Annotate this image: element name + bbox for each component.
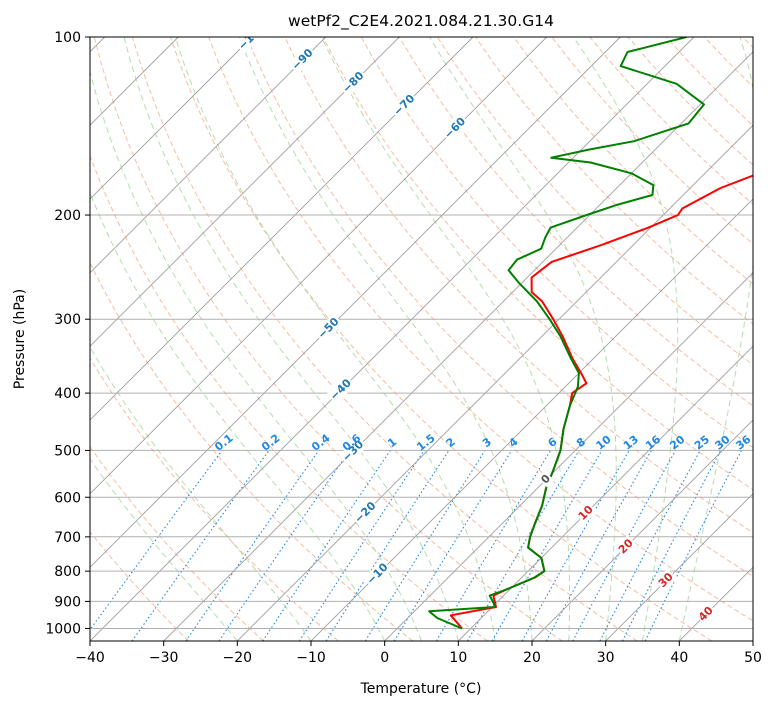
y-axis-label: Pressure (hPa) <box>12 289 28 389</box>
x-axis-ticks: −40 −30 −20 −10 0 10 20 30 40 50 <box>75 641 762 666</box>
isotherm-label-bg <box>654 568 678 592</box>
dry-adiabat <box>246 37 753 577</box>
mixing-ratio-line <box>521 450 630 641</box>
isotherm-line <box>163 51 753 641</box>
mixing-ratio-line <box>545 450 652 641</box>
isotherm-label-bg <box>537 470 555 488</box>
x-tick-label: 40 <box>670 650 688 666</box>
moist-adiabat <box>429 37 617 641</box>
isotherm-label-bg <box>338 67 368 97</box>
moist-adiabat <box>90 458 238 641</box>
mixing-ratio-line <box>621 450 722 641</box>
isotherm-line <box>384 272 753 641</box>
y-axis-ticks: 100 200 300 400 500 600 700 800 900 1000 <box>45 30 90 637</box>
isotherm-line <box>605 493 753 641</box>
isotherm-label-bg <box>326 375 356 405</box>
x-tick-label: 10 <box>449 650 467 666</box>
isotherm-line <box>90 37 400 347</box>
chart-title: wetPf2_C2E4.2021.084.21.30.G14 <box>288 12 554 31</box>
isotherm-label-bg <box>314 313 344 343</box>
isotherm-label-bg <box>389 90 419 120</box>
dry-adiabat <box>131 37 638 641</box>
y-tick-label: 400 <box>54 386 81 402</box>
mixing-ratio-line <box>262 450 391 641</box>
x-axis-label: Temperature (°C) <box>360 681 482 697</box>
x-tick-label: 50 <box>744 650 762 666</box>
x-tick-label: 0 <box>380 650 389 666</box>
dry-adiabat <box>436 37 753 366</box>
isotherm-label-bg <box>440 113 470 143</box>
x-tick-label: −30 <box>149 650 179 666</box>
x-tick-label: −10 <box>296 650 326 666</box>
y-tick-label: 1000 <box>45 621 81 637</box>
dry-adiabat <box>360 37 753 449</box>
moist-adiabat <box>174 37 496 641</box>
y-tick-label: 600 <box>54 490 81 506</box>
isotherm-line <box>90 37 695 641</box>
isotherm-label-bg <box>234 37 269 54</box>
mixing-ratio-line <box>572 450 676 641</box>
y-tick-label: 700 <box>54 530 81 546</box>
isotherm-line <box>90 37 253 200</box>
isotherms <box>90 37 753 641</box>
y-tick-label: 300 <box>54 312 81 328</box>
mixing-ratio-line <box>298 450 425 641</box>
isotherm-line <box>310 198 753 641</box>
dry-adiabat <box>90 154 488 641</box>
moist-adiabats <box>90 37 753 641</box>
dry-adiabat <box>90 530 190 641</box>
dry-adiabat <box>90 357 339 641</box>
dry-adiabat <box>284 37 753 534</box>
dewpoint-profile <box>428 37 705 630</box>
isotherm-line <box>531 419 753 641</box>
moist-adiabat <box>573 37 679 641</box>
y-tick-label: 100 <box>54 30 81 46</box>
profile-series <box>428 37 753 630</box>
isotherm-line <box>90 37 474 421</box>
moist-adiabat <box>90 191 386 641</box>
isotherm-line <box>90 37 621 568</box>
y-tick-label: 800 <box>54 564 81 580</box>
mixing-ratio-line <box>90 450 223 631</box>
isotherm-line <box>457 345 753 641</box>
plot-area: −100−90−80−70−60−50−40−30−20−10010203040… <box>90 37 753 641</box>
mixing-ratio-line <box>185 450 320 641</box>
isotherm-label-bg <box>288 44 318 74</box>
x-tick-label: 30 <box>597 650 615 666</box>
y-tick-label: 900 <box>54 594 81 610</box>
moist-adiabat <box>238 37 533 641</box>
isobars <box>90 37 753 629</box>
dry-adiabat <box>322 37 753 491</box>
isotherm-line <box>90 37 327 274</box>
x-tick-label: −20 <box>223 650 253 666</box>
dry-adiabat <box>90 445 264 641</box>
moist-adiabat <box>90 69 422 641</box>
dry-adiabat <box>208 37 753 622</box>
moist-adiabat <box>321 37 571 641</box>
isotherm-label-bg <box>363 559 393 589</box>
dry-adiabat <box>513 37 753 285</box>
dry-adiabat <box>93 37 563 641</box>
isotherm-label-bg <box>574 501 598 524</box>
mixing-ratio-line <box>325 450 450 641</box>
mixing-ratio-line <box>644 450 742 641</box>
y-tick-label: 200 <box>54 208 81 224</box>
isotherm-label-bg <box>694 602 718 625</box>
y-tick-label: 500 <box>54 443 81 459</box>
isotherm-label-bg <box>614 535 638 558</box>
dry-adiabat <box>170 37 712 641</box>
isotherm-label-bg <box>350 497 380 527</box>
x-tick-label: −40 <box>75 650 105 666</box>
moist-adiabat <box>678 37 753 641</box>
mixing-ratio-line <box>218 450 351 641</box>
isotherm-label-bg <box>338 436 368 466</box>
isotherm-line <box>236 124 753 641</box>
x-tick-label: 20 <box>523 650 541 666</box>
mixing-ratio-line <box>393 450 513 641</box>
moist-adiabat <box>123 37 459 641</box>
plot-frame <box>89 36 754 642</box>
